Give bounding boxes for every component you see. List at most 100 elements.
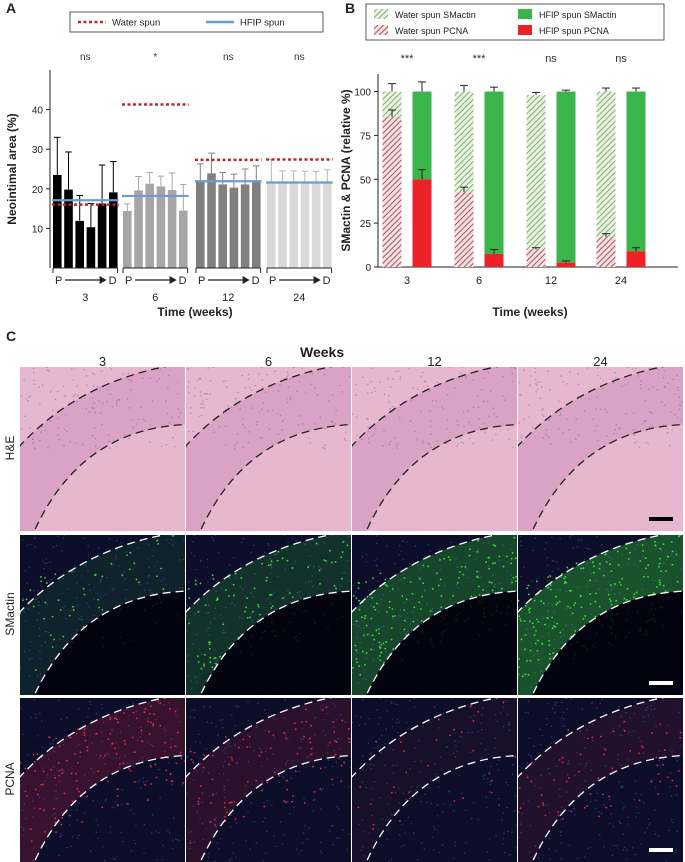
nucleus-dot <box>511 773 514 775</box>
nucleus-dot <box>653 708 656 710</box>
nucleus-dot <box>211 536 213 539</box>
nucleus-dot <box>613 593 616 595</box>
nucleus-dot <box>70 609 72 612</box>
nucleus-dot <box>560 413 562 415</box>
nucleus-dot <box>201 821 203 824</box>
stain-dot <box>84 739 87 742</box>
stain-dot <box>515 575 517 578</box>
nucleus-dot <box>54 751 56 753</box>
nucleus-dot <box>550 443 552 445</box>
stain-dot <box>427 565 430 568</box>
nucleus-dot <box>170 784 173 786</box>
nucleus-dot <box>533 745 535 747</box>
nucleus-dot <box>24 570 26 572</box>
nucleus-dot <box>58 699 60 702</box>
nucleus-dot <box>560 834 562 837</box>
nucleus-dot <box>51 815 53 817</box>
nucleus-dot <box>227 405 229 407</box>
stain-dot <box>535 629 537 632</box>
nucleus-dot <box>413 698 415 700</box>
position-d-label: D <box>323 275 331 287</box>
nucleus-dot <box>595 799 597 802</box>
nucleus-dot <box>259 747 261 750</box>
nucleus-dot <box>641 588 644 591</box>
nucleus-dot <box>445 746 447 748</box>
nucleus-dot <box>209 393 212 395</box>
stain-dot <box>494 562 497 564</box>
nucleus-dot <box>91 397 94 399</box>
nucleus-dot <box>102 757 104 759</box>
nucleus-dot <box>296 591 299 594</box>
nucleus-dot <box>676 794 678 796</box>
nucleus-dot <box>466 577 469 579</box>
stain-dot <box>566 566 569 569</box>
nucleus-dot <box>152 555 154 557</box>
nucleus-dot <box>365 678 367 681</box>
nucleus-dot <box>397 787 400 790</box>
nucleus-dot <box>617 753 619 756</box>
nucleus-dot <box>523 369 526 371</box>
nucleus-dot <box>310 383 313 385</box>
stain-dot <box>325 560 327 562</box>
nucleus-dot <box>525 628 528 630</box>
nucleus-dot <box>352 413 354 416</box>
stain-dot <box>176 731 179 734</box>
nucleus-dot <box>455 745 457 747</box>
nucleus-dot <box>32 442 34 444</box>
nucleus-dot <box>566 698 568 699</box>
stain-dot <box>468 554 471 557</box>
nucleus-dot <box>544 548 546 550</box>
nucleus-dot <box>367 426 369 428</box>
nucleus-dot <box>568 371 571 373</box>
nucleus-dot <box>23 611 26 613</box>
nucleus-dot <box>162 578 165 580</box>
nucleus-dot <box>254 573 256 575</box>
legend-box-b <box>365 3 665 41</box>
nucleus-dot <box>510 574 512 576</box>
nucleus-dot <box>27 608 29 610</box>
stain-dot <box>647 564 650 567</box>
nucleus-dot <box>629 716 631 719</box>
nucleus-dot <box>579 730 581 732</box>
nucleus-dot <box>139 779 141 781</box>
nucleus-dot <box>332 703 335 705</box>
nucleus-dot <box>482 400 485 403</box>
nucleus-dot <box>95 754 97 756</box>
stain-dot <box>341 719 344 722</box>
nucleus-dot <box>149 589 151 592</box>
nucleus-dot <box>614 371 616 374</box>
nucleus-dot <box>171 847 174 850</box>
nucleus-dot <box>373 747 375 749</box>
nucleus-dot <box>335 409 337 412</box>
nucleus-dot <box>312 810 314 812</box>
stain-dot <box>599 562 601 565</box>
nucleus-dot <box>633 730 635 732</box>
stain-dot <box>319 767 322 770</box>
column-label-week-12: 12 <box>427 354 442 369</box>
nucleus-dot <box>628 759 630 761</box>
nucleus-dot <box>376 709 378 711</box>
nucleus-dot <box>419 771 421 774</box>
stain-dot <box>565 780 568 783</box>
nucleus-dot <box>378 738 381 740</box>
stain-dot <box>115 752 118 755</box>
nucleus-dot <box>457 424 459 426</box>
stain-dot <box>409 581 412 583</box>
nucleus-dot <box>368 441 370 444</box>
nucleus-dot <box>413 706 416 708</box>
stain-dot <box>150 705 152 708</box>
nucleus-dot <box>190 680 192 682</box>
stain-dot <box>261 789 264 792</box>
stain-dot <box>269 747 272 750</box>
nucleus-dot <box>462 410 465 413</box>
nucleus-dot <box>453 377 456 380</box>
stain-dot <box>563 582 566 585</box>
nucleus-dot <box>363 831 366 833</box>
nucleus-dot <box>339 714 342 716</box>
nucleus-dot <box>167 374 170 377</box>
nucleus-dot <box>430 433 432 436</box>
nucleus-dot <box>23 829 25 832</box>
nucleus-dot <box>383 430 385 433</box>
stain-dot <box>83 731 86 734</box>
nucleus-dot <box>189 716 192 718</box>
